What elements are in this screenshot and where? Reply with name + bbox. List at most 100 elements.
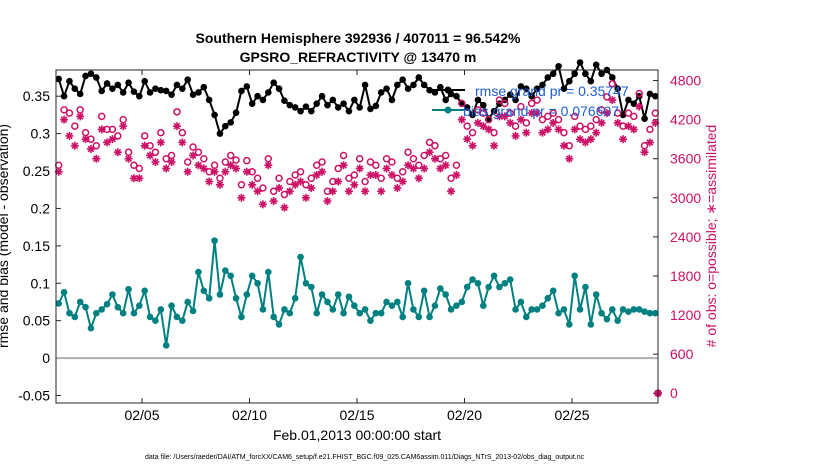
assimilated-point — [527, 109, 536, 118]
assimilated-point — [619, 135, 628, 144]
assimilated-point — [635, 102, 644, 111]
assimilated-point — [382, 164, 391, 173]
possible-point — [603, 93, 611, 101]
rmse-point — [313, 100, 320, 107]
bias-point — [291, 294, 299, 302]
rmse-point — [641, 115, 648, 122]
possible-point — [151, 148, 160, 156]
assimilated-point — [468, 141, 477, 150]
y-tick-label: 0.05 — [23, 313, 50, 329]
rmse-point — [340, 100, 347, 107]
assimilated-point — [275, 184, 284, 193]
assimilated-point — [576, 135, 585, 144]
possible-point — [527, 99, 536, 108]
possible-point — [334, 164, 342, 173]
rmse-point — [291, 104, 299, 111]
bias-point — [259, 306, 267, 313]
assimilated-point — [253, 187, 262, 196]
possible-point — [60, 106, 68, 114]
rmse-point — [334, 104, 342, 111]
possible-point — [377, 174, 385, 183]
rmse-point — [329, 96, 337, 104]
assimilated-point — [215, 180, 224, 189]
y2-tick-label: 4800 — [670, 73, 701, 89]
bias-point — [576, 306, 584, 313]
bias-point — [184, 298, 191, 306]
bias-point — [485, 283, 492, 291]
bias-point — [652, 309, 659, 317]
bias-point — [302, 279, 310, 287]
assimilated-point — [210, 167, 219, 176]
bias-point — [512, 306, 519, 313]
bias-point — [501, 279, 509, 287]
rmse-point — [415, 74, 423, 81]
possible-point — [576, 122, 584, 130]
rmse-point — [98, 87, 105, 95]
bias-point — [614, 317, 621, 324]
assimilated-point — [592, 128, 601, 137]
bias-point — [372, 309, 380, 317]
assimilated-point — [581, 138, 590, 147]
rmse-point — [523, 85, 530, 93]
bias-point — [426, 313, 433, 321]
rmse-point — [211, 111, 218, 119]
assimilated-point — [645, 138, 654, 147]
assimilated-point — [393, 184, 402, 193]
x-axis-label: Feb.01,2013 00:00:00 start — [273, 427, 441, 443]
assimilated-point — [361, 187, 370, 196]
assimilated-point — [183, 167, 192, 176]
rmse-point — [474, 96, 482, 104]
possible-point — [296, 168, 305, 176]
possible-point — [495, 96, 504, 104]
rmse-point — [265, 89, 272, 96]
assimilated-point — [522, 128, 531, 137]
bias-point — [555, 309, 562, 317]
bias-point — [205, 294, 213, 302]
possible-point — [393, 174, 402, 183]
y2-tick-label: 4200 — [670, 112, 701, 128]
bias-point — [399, 313, 406, 321]
y-tick-label: 0.2 — [31, 200, 51, 216]
bias-point — [420, 287, 428, 295]
assimilated-point — [76, 112, 85, 121]
rmse-point — [141, 77, 148, 85]
rmse-point — [248, 100, 256, 107]
bias-point — [447, 306, 455, 313]
possible-point — [420, 151, 428, 160]
bias-point — [109, 291, 116, 298]
rmse-point — [351, 96, 358, 104]
assimilated-point — [92, 154, 101, 163]
assimilated-point — [559, 141, 568, 150]
assimilated-point — [463, 135, 472, 144]
possible-point — [581, 125, 590, 134]
assimilated-point — [533, 109, 542, 118]
bias-point — [587, 321, 595, 328]
rmse-point — [87, 70, 95, 78]
assimilated-point — [613, 118, 622, 127]
possible-point — [463, 122, 471, 130]
bias-point — [566, 321, 573, 328]
bias-point — [200, 287, 208, 295]
rmse-point — [297, 107, 304, 115]
rmse-point — [173, 81, 181, 89]
assimilated-point — [430, 154, 439, 163]
assimilated-point — [119, 122, 128, 131]
assimilated-point — [570, 125, 579, 134]
bias-point — [227, 272, 234, 280]
rmse-point — [152, 85, 159, 93]
assimilated-point — [172, 122, 181, 131]
possible-point — [484, 115, 493, 124]
rmse-point — [506, 91, 514, 98]
bias-point — [265, 268, 272, 276]
bias-point — [119, 309, 127, 317]
rmse-point — [463, 104, 471, 111]
possible-point — [140, 132, 149, 140]
bias-point — [463, 283, 471, 291]
bias-point — [334, 291, 342, 298]
possible-point — [97, 112, 106, 121]
possible-point — [388, 158, 396, 166]
possible-point — [226, 151, 235, 160]
rmse-point — [243, 83, 251, 90]
x-tick-label: 02/15 — [339, 407, 374, 423]
